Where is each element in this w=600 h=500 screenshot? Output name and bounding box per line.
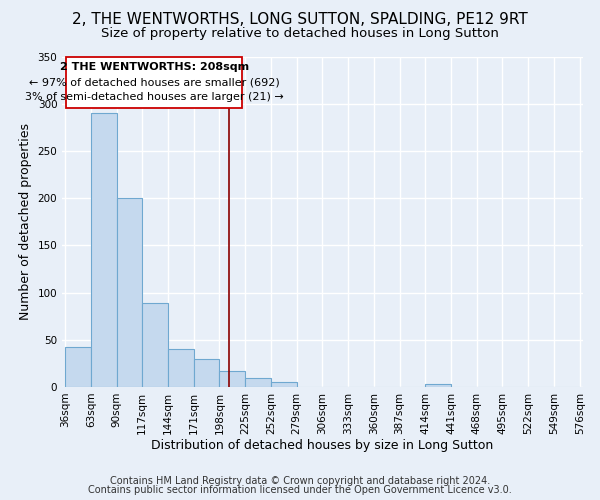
Text: 3% of semi-detached houses are larger (21) →: 3% of semi-detached houses are larger (2… [25, 92, 284, 102]
Bar [245, 378, 271, 387]
Bar [65, 348, 91, 387]
Text: 2, THE WENTWORTHS, LONG SUTTON, SPALDING, PE12 9RT: 2, THE WENTWORTHS, LONG SUTTON, SPALDING… [72, 12, 528, 28]
Bar [142, 303, 168, 387]
Bar [168, 349, 194, 387]
Bar [116, 198, 142, 387]
FancyBboxPatch shape [66, 56, 242, 108]
Bar [220, 371, 245, 387]
Text: Contains HM Land Registry data © Crown copyright and database right 2024.: Contains HM Land Registry data © Crown c… [110, 476, 490, 486]
Bar [425, 384, 451, 387]
Text: ← 97% of detached houses are smaller (692): ← 97% of detached houses are smaller (69… [29, 77, 280, 87]
Y-axis label: Number of detached properties: Number of detached properties [19, 123, 32, 320]
Text: Size of property relative to detached houses in Long Sutton: Size of property relative to detached ho… [101, 28, 499, 40]
Text: 2 THE WENTWORTHS: 208sqm: 2 THE WENTWORTHS: 208sqm [59, 62, 249, 72]
Bar [194, 358, 220, 387]
Text: Contains public sector information licensed under the Open Government Licence v3: Contains public sector information licen… [88, 485, 512, 495]
Bar [271, 382, 296, 387]
X-axis label: Distribution of detached houses by size in Long Sutton: Distribution of detached houses by size … [151, 440, 493, 452]
Bar [91, 113, 116, 387]
